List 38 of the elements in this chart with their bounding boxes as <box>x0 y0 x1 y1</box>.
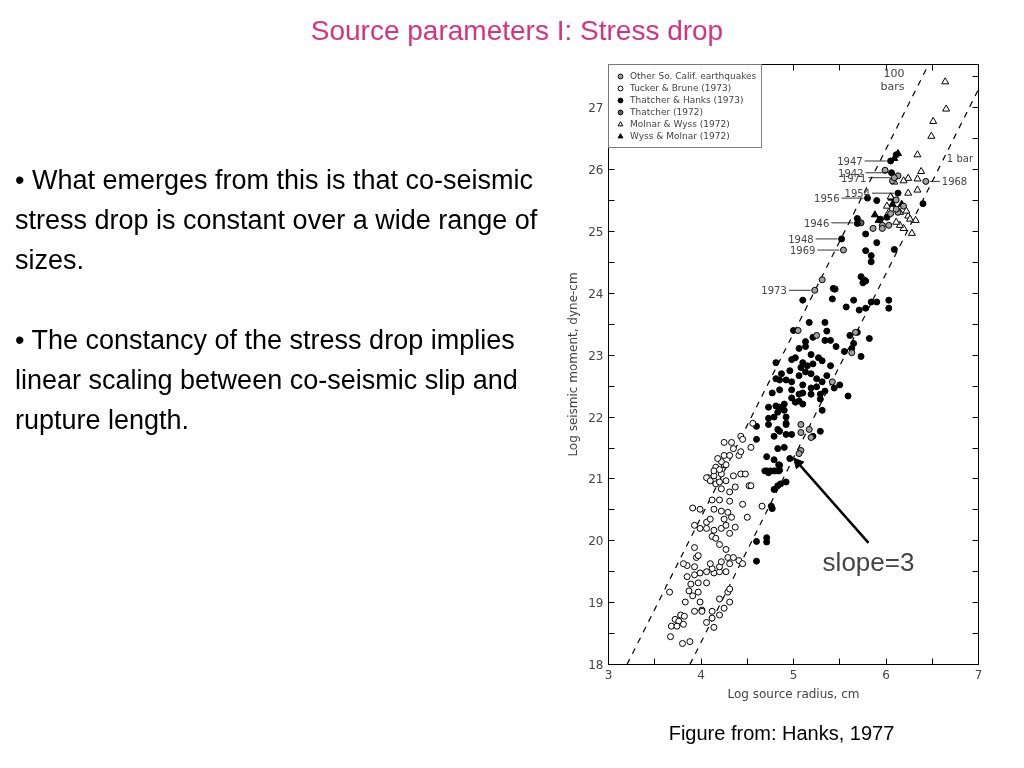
text: • What emerges from this is that co-seismic stress drop is constant over a wide range of sizes. <box>15 165 538 275</box>
y-tick-label: 21 <box>588 472 604 487</box>
annotation: 1954 <box>844 188 871 200</box>
x-axis-title: Log source radius, cm <box>727 686 860 701</box>
y-tick-label: 23 <box>588 348 604 363</box>
x-tick-label: 6 <box>882 667 890 682</box>
legend-label: Wyss & Molnar (1972) <box>630 130 730 142</box>
text: Figure from: Hanks, 1977 <box>668 721 895 746</box>
y-tick-label: 27 <box>588 101 604 116</box>
y-tick-label: 25 <box>588 225 604 240</box>
annotation: 1968 <box>941 176 968 188</box>
y-tick-label: 18 <box>588 658 604 672</box>
series-label: 1 bar <box>946 152 974 164</box>
legend-label: Molnar & Wyss (1972) <box>630 118 730 130</box>
y-tick-label: 19 <box>588 596 604 611</box>
x-tick-label: 4 <box>697 667 705 682</box>
series-label: 100 bars <box>880 66 905 93</box>
x-tick-label: 5 <box>789 667 798 682</box>
text: • The constancy of the stress drop implies linear scaling between co-seismic slip and rupture length. <box>15 324 518 435</box>
legend-label: Tucker & Brune (1973) <box>630 82 732 94</box>
annotation: 1973 <box>761 285 787 297</box>
legend-label: Thatcher & Hanks (1973) <box>630 94 744 106</box>
annotation: 1946 <box>803 217 830 229</box>
x-tick-label: 7 <box>974 667 983 682</box>
y-tick-label: 26 <box>588 163 604 178</box>
legend-label: Thatcher (1972) <box>630 106 703 118</box>
annotation: 1969 <box>790 245 816 257</box>
annotation: 1947 <box>837 155 863 167</box>
annotation: 1956 <box>814 193 840 205</box>
x-tick-label: 3 <box>604 667 613 682</box>
annotation: slope=3 <box>822 546 915 577</box>
y-tick-label: 20 <box>588 534 604 549</box>
annotation: 1948 <box>788 233 814 245</box>
chart-title: Source parameters I: Stress drop <box>310 14 724 48</box>
legend-label: Other So. Calif. earthquakes <box>630 70 757 82</box>
y-axis-title: Log seismic moment, dyne-cm <box>566 272 581 457</box>
y-tick-label: 22 <box>588 410 604 425</box>
y-tick-label: 24 <box>588 286 604 301</box>
